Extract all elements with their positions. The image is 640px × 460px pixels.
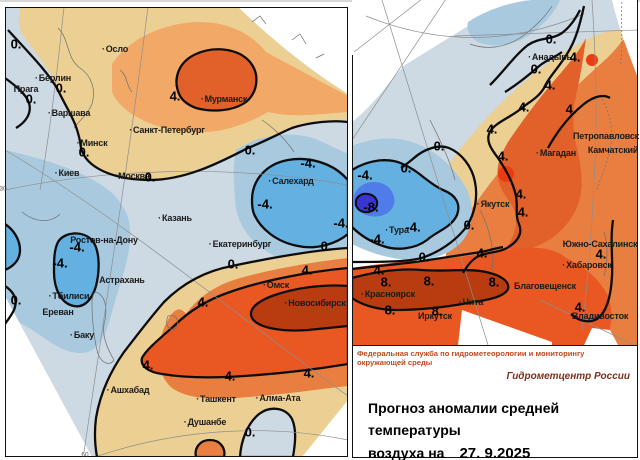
screenshot-top-edge xyxy=(0,0,640,2)
east-coastlines xyxy=(429,1,623,277)
right-graticule xyxy=(352,0,638,345)
map-cut-corner-southeast xyxy=(302,400,348,457)
forecast-title-line1: Прогноз аномалии средней температуры xyxy=(368,399,560,439)
hydromet-center-line: Гидрометцентр России xyxy=(506,370,630,382)
right-thick-contours xyxy=(352,5,615,323)
agency-line: Федеральная служба по гидрометеорологии … xyxy=(357,349,585,368)
china-cut-white-wedge xyxy=(458,310,552,345)
arctic-sea-white-area xyxy=(238,7,348,94)
dushanbe-zero-contour-patch xyxy=(238,407,297,457)
map-cut-corner-southwest xyxy=(5,296,92,457)
japan-sea-white-notch xyxy=(584,328,618,345)
forecast-date: 27. 9.2025 xyxy=(459,444,531,460)
right-map-panel xyxy=(352,0,638,345)
coastlines xyxy=(21,15,325,364)
left-graticule xyxy=(5,7,348,457)
west-edge-minus4-blob xyxy=(5,222,22,272)
tura-minus4-core xyxy=(352,159,460,250)
forecast-title: Прогноз аномалии средней температуры воз… xyxy=(368,397,637,460)
chukotka-light-cold-blob xyxy=(467,0,560,46)
rostov-minus4-blob xyxy=(52,232,100,308)
novosibirsk-plus8-blob xyxy=(249,284,348,332)
magadan-warm-interior xyxy=(497,38,586,250)
left-zero-contours xyxy=(5,29,348,457)
murmansk-plus4-contour-blob xyxy=(175,48,258,112)
warm-hotspot-yakutia xyxy=(498,166,514,182)
minus8-contour-core xyxy=(354,192,379,214)
left-map-panel xyxy=(5,7,348,457)
forecast-title-line2-prefix: воздуха на xyxy=(368,444,445,460)
polar-cap-white xyxy=(352,0,466,122)
krasnoyarsk-chita-plus8-blob xyxy=(352,268,510,312)
forecast-title-line2: воздуха на 27. 9.2025 xyxy=(368,442,637,460)
south-small-warm-blob xyxy=(194,438,226,457)
caption-box: Федеральная служба по гидрометеорологии … xyxy=(352,345,638,460)
warm-hotspot-anadyr xyxy=(586,54,598,66)
left-panel-border xyxy=(5,7,348,457)
bering-sea-white xyxy=(612,0,638,78)
